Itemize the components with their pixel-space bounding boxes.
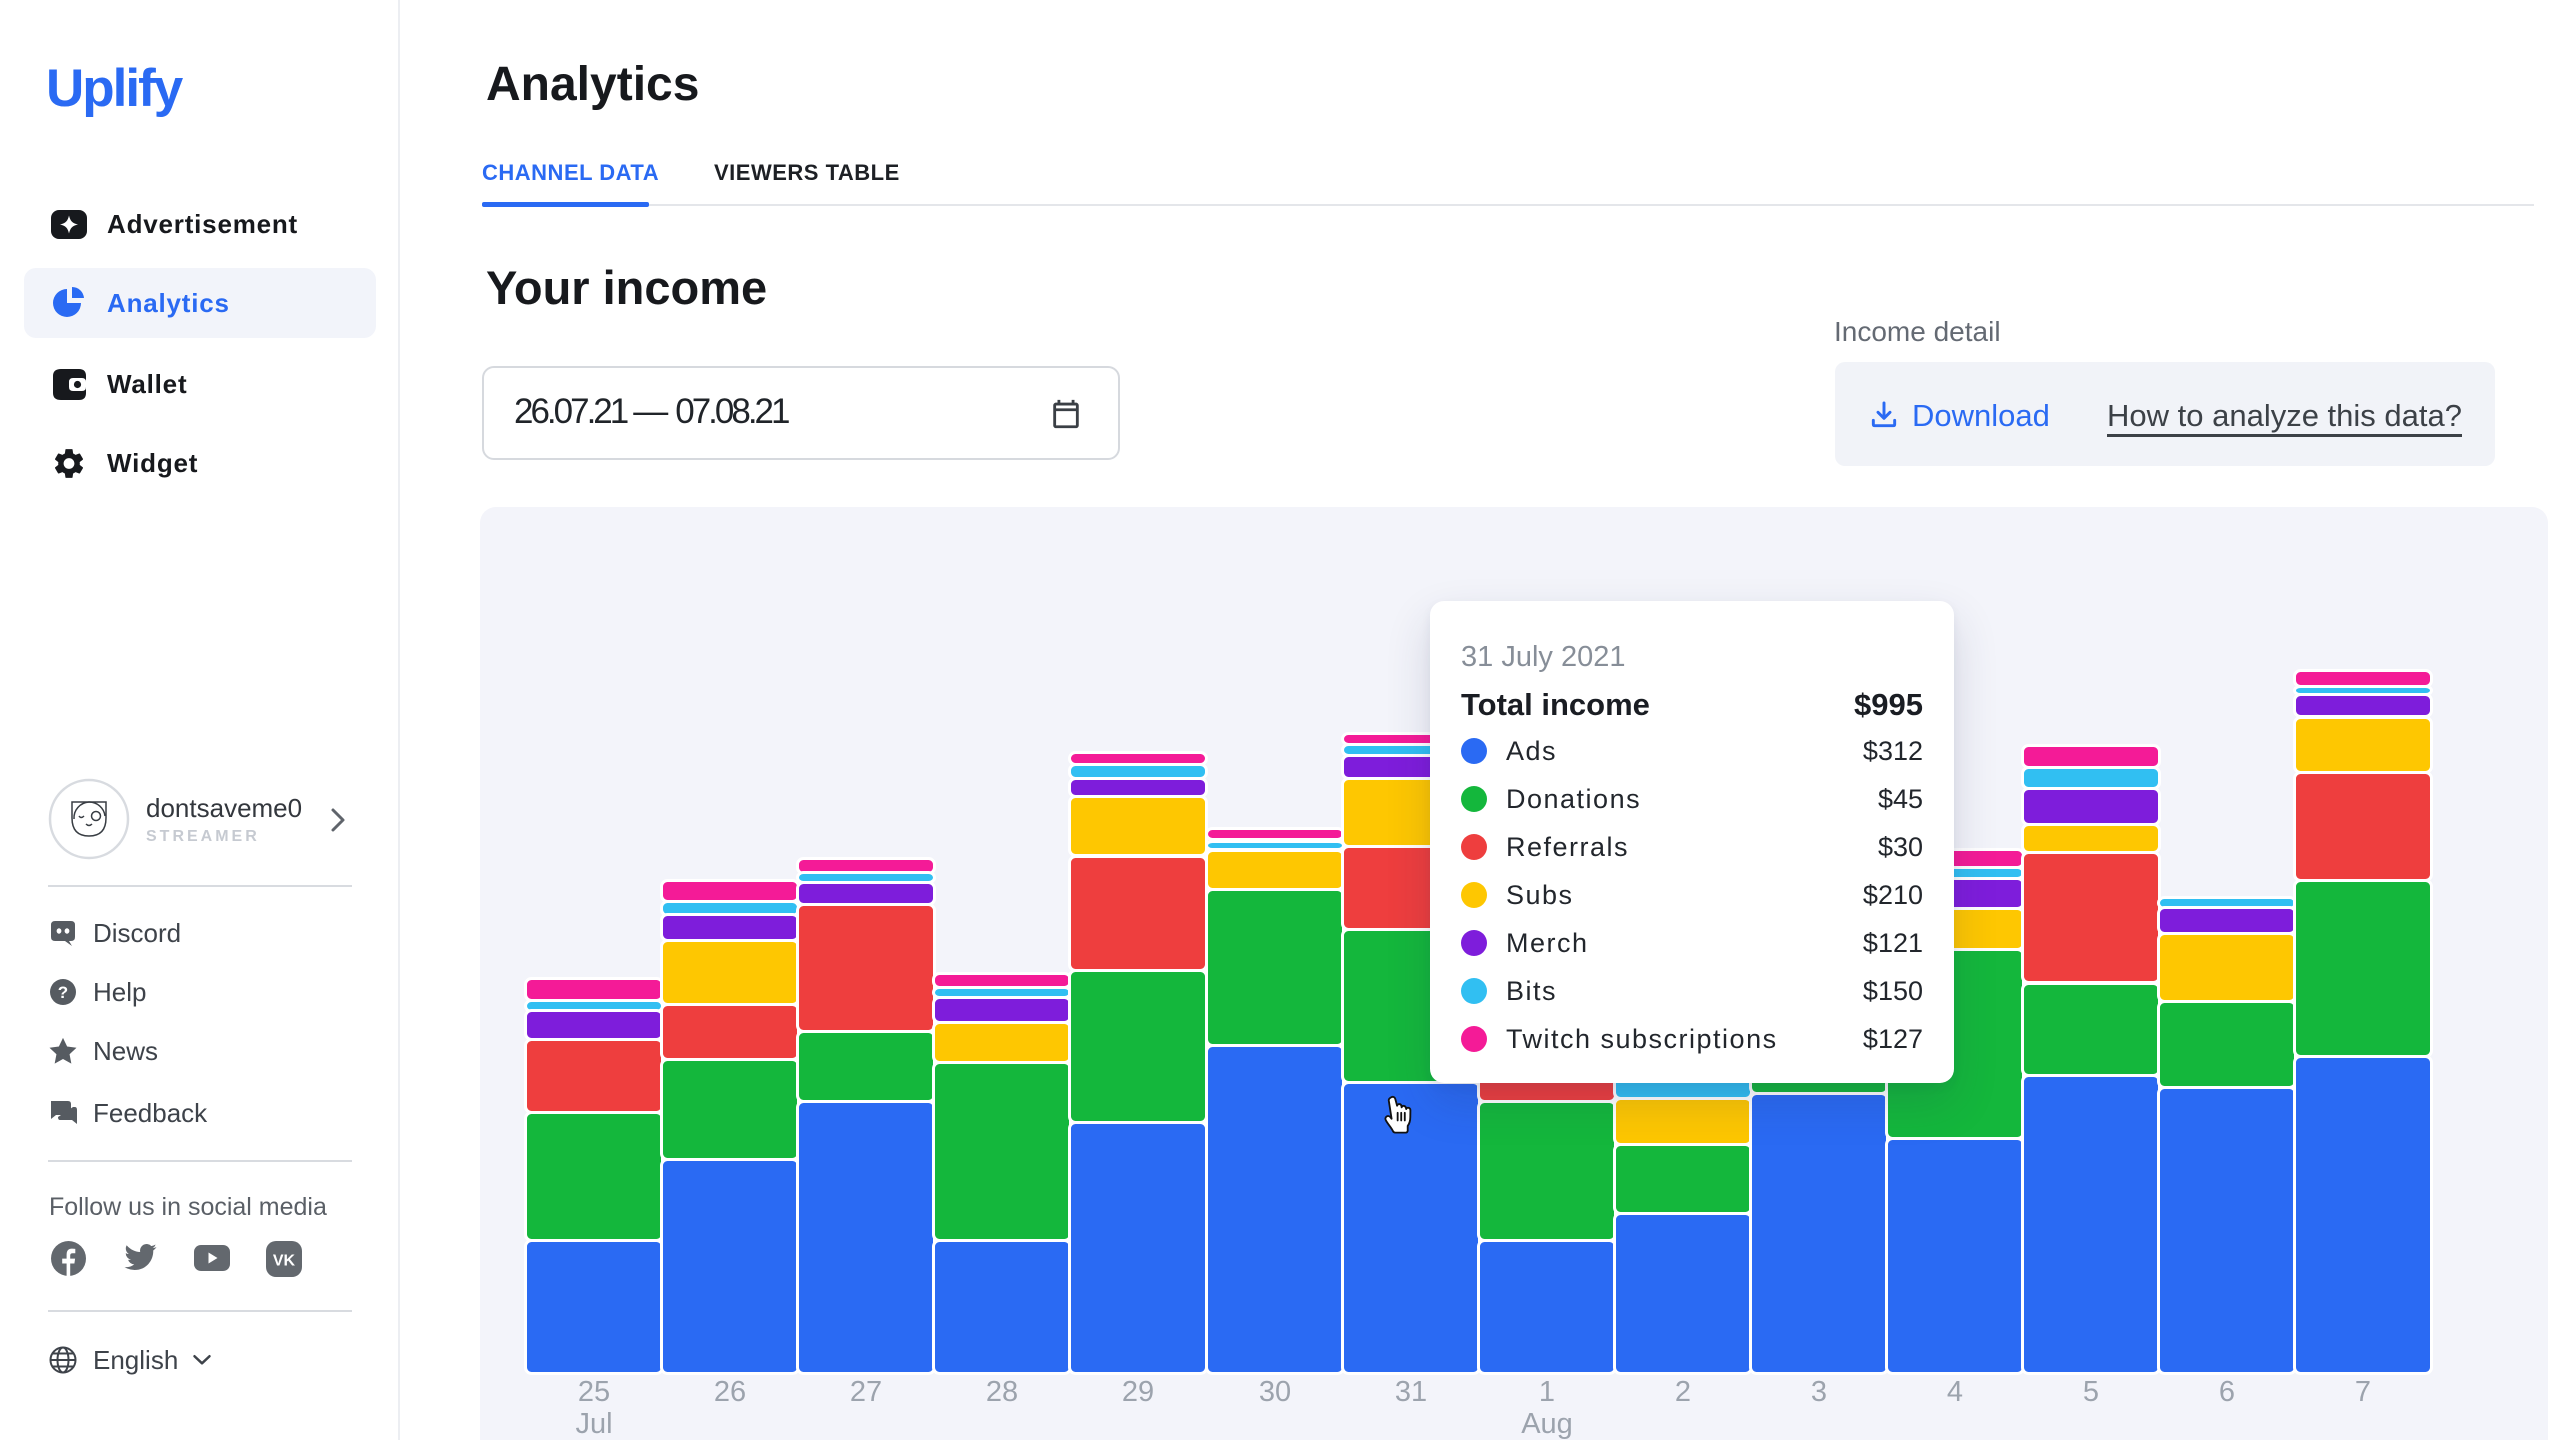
- svg-text:VK: VK: [273, 1253, 296, 1270]
- svg-text:?: ?: [58, 983, 68, 1002]
